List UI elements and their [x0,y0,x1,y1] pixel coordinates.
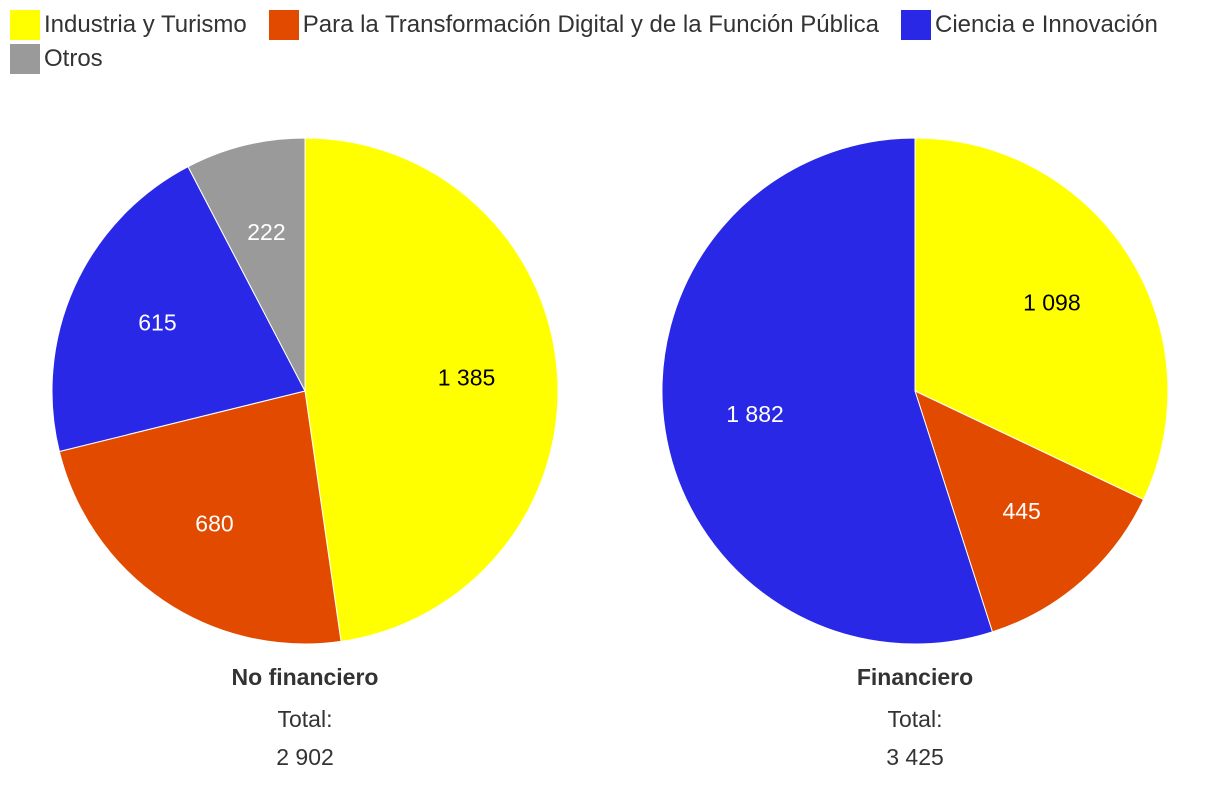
pie-slice-label-financiero-ciencia: 1 882 [726,401,784,427]
pie-slice-label-no-financiero-industria: 1 385 [438,365,496,391]
pie-title-financiero: Financiero [857,664,973,690]
pie-slice-label-financiero-industria: 1 098 [1023,290,1081,316]
pie-total-label-no-financiero: Total: [278,706,333,732]
pie-slice-no-financiero-otros[interactable] [187,137,306,392]
pie-slice-no-financiero-ciencia[interactable] [51,165,306,453]
legend-label-ciencia: Ciencia e Innovación [935,11,1158,38]
legend-item-industria[interactable]: Industria y Turismo [10,10,247,40]
pie-financiero: Financiero Total: 3 425 1 098 445 1 882 [661,137,1169,770]
legend-item-transformacion-digital[interactable]: Para la Transformación Digital y de la F… [268,10,880,40]
legend-label-otros: Otros [44,45,103,72]
legend-row-1: Industria y Turismo Para la Transformaci… [10,8,1210,42]
pie-slice-no-financiero-para[interactable] [58,390,342,645]
pie-slice-label-no-financiero-para: 680 [195,510,233,536]
legend-item-otros[interactable]: Otros [10,44,103,74]
pie-slice-financiero-para[interactable] [914,390,1145,633]
pie-slice-label-financiero-para: 445 [1002,498,1040,524]
legend-swatch-transformacion-digital [268,10,299,40]
pie-total-label-financiero: Total: [888,706,943,732]
pie-slice-label-no-financiero-ciencia: 615 [138,309,176,335]
legend-swatch-otros [10,44,40,74]
pie-total-value-no-financiero: 2 902 [276,744,334,770]
pie-no-financiero: No financiero Total: 2 902 1 385 680 615 22… [51,137,559,770]
legend-swatch-industria [10,10,40,40]
pie-title-no-financiero: No financiero [232,664,379,690]
legend-label-transformacion-digital: Para la Transformación Digital y de la F… [302,11,880,38]
pie-slice-financiero-ciencia[interactable] [661,137,994,645]
legend-swatch-ciencia [901,10,932,40]
legend-item-ciencia[interactable]: Ciencia e Innovación [901,10,1158,40]
pie-slice-financiero-industria[interactable] [914,137,1169,501]
chart-legend: Industria y Turismo Para la Transformaci… [10,8,1210,76]
legend-label-industria: Industria y Turismo [44,11,247,38]
legend-row-2: Otros [10,42,1210,76]
pie-total-value-financiero: 3 425 [886,744,944,770]
pie-slice-no-financiero-industria[interactable] [304,137,559,642]
pie-slice-label-no-financiero-otros: 222 [247,219,285,245]
